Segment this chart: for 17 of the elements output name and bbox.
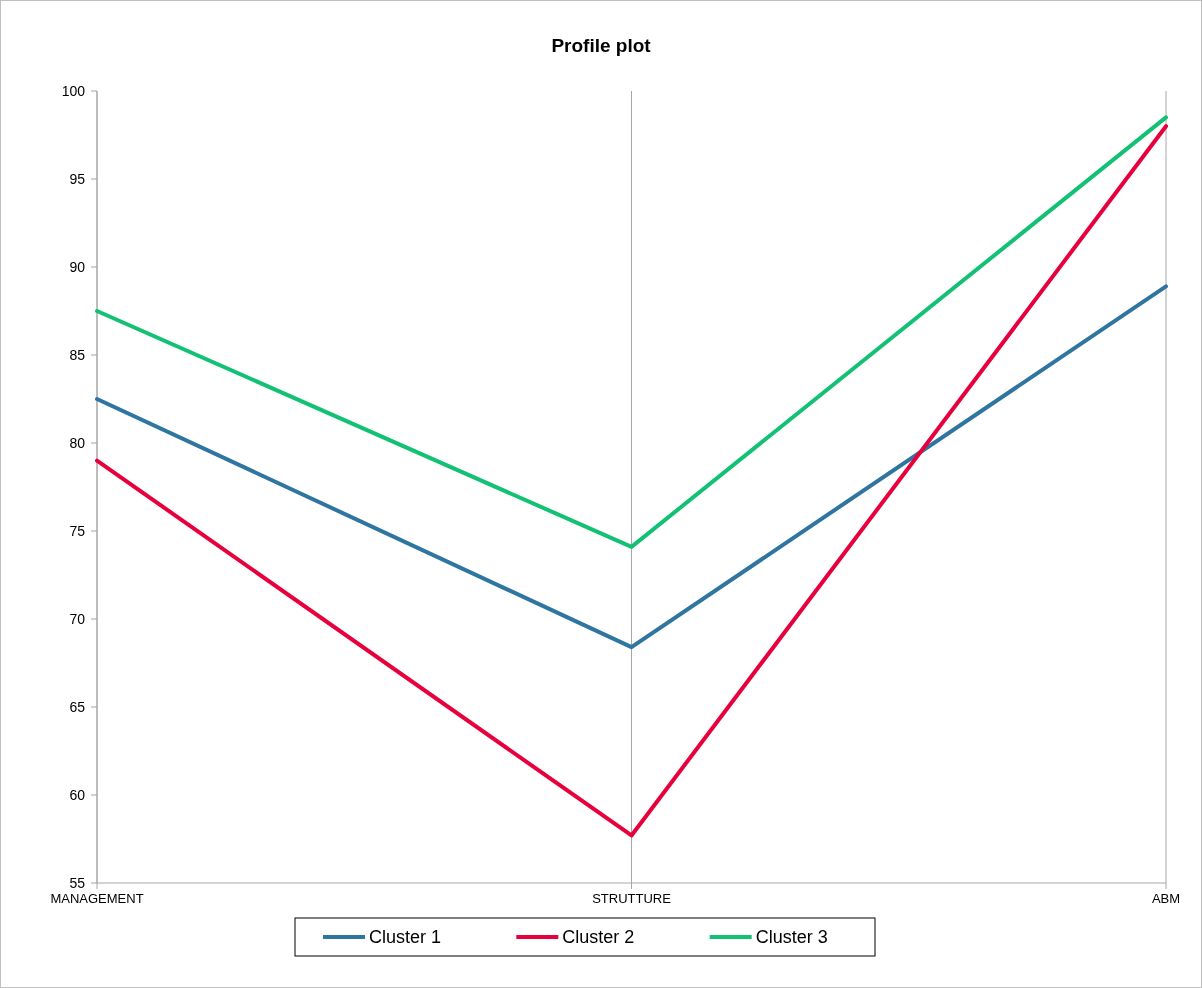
y-tick-label: 95 — [69, 170, 86, 187]
y-tick-label: 90 — [69, 258, 86, 275]
x-tick-label: STRUTTURE — [592, 891, 672, 906]
legend-label: Cluster 1 — [369, 927, 442, 948]
y-tick-label: 55 — [69, 874, 86, 891]
y-tick-label: 80 — [69, 434, 86, 451]
y-tick-label: 60 — [69, 786, 86, 803]
chart-title: Profile plot — [551, 35, 652, 56]
legend-label: Cluster 2 — [562, 927, 635, 948]
y-tick-label: 85 — [69, 346, 86, 363]
y-tick-label: 65 — [69, 698, 86, 715]
y-tick-label: 70 — [69, 610, 86, 627]
x-tick-label: MANAGEMENT — [50, 891, 144, 906]
x-tick-label: ABM — [1151, 891, 1181, 906]
y-tick-label: 75 — [69, 522, 86, 539]
legend-label: Cluster 3 — [755, 927, 828, 948]
y-tick-label: 100 — [61, 82, 86, 99]
